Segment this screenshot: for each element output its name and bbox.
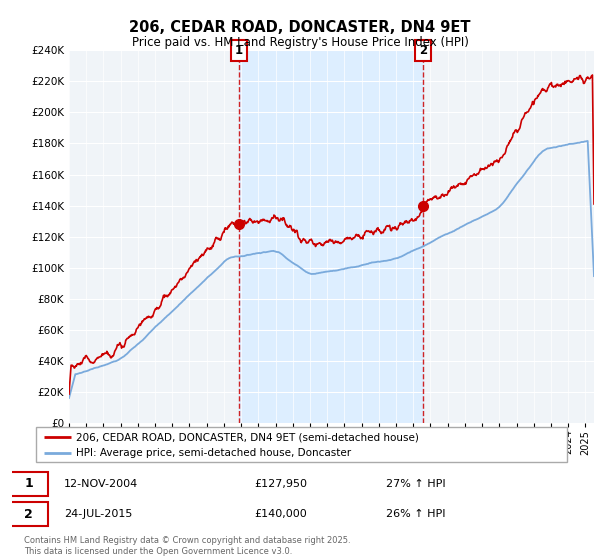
Text: 206, CEDAR ROAD, DONCASTER, DN4 9ET (semi-detached house): 206, CEDAR ROAD, DONCASTER, DN4 9ET (sem… [76,432,419,442]
Text: £140,000: £140,000 [254,509,307,519]
FancyBboxPatch shape [36,427,567,462]
Text: 24-JUL-2015: 24-JUL-2015 [64,509,132,519]
FancyBboxPatch shape [9,472,48,496]
Text: 1: 1 [25,477,33,491]
Text: 1: 1 [235,44,243,57]
Bar [239,50,423,423]
Text: 12-NOV-2004: 12-NOV-2004 [64,479,138,489]
Text: 2: 2 [419,44,427,57]
Text: 27% ↑ HPI: 27% ↑ HPI [386,479,446,489]
Text: £127,950: £127,950 [254,479,307,489]
Text: Price paid vs. HM Land Registry's House Price Index (HPI): Price paid vs. HM Land Registry's House … [131,36,469,49]
FancyBboxPatch shape [9,502,48,526]
Text: HPI: Average price, semi-detached house, Doncaster: HPI: Average price, semi-detached house,… [76,447,351,458]
Text: Contains HM Land Registry data © Crown copyright and database right 2025.
This d: Contains HM Land Registry data © Crown c… [24,536,350,556]
Text: 206, CEDAR ROAD, DONCASTER, DN4 9ET: 206, CEDAR ROAD, DONCASTER, DN4 9ET [129,20,471,35]
Text: 2: 2 [25,507,33,521]
Text: 26% ↑ HPI: 26% ↑ HPI [386,509,446,519]
